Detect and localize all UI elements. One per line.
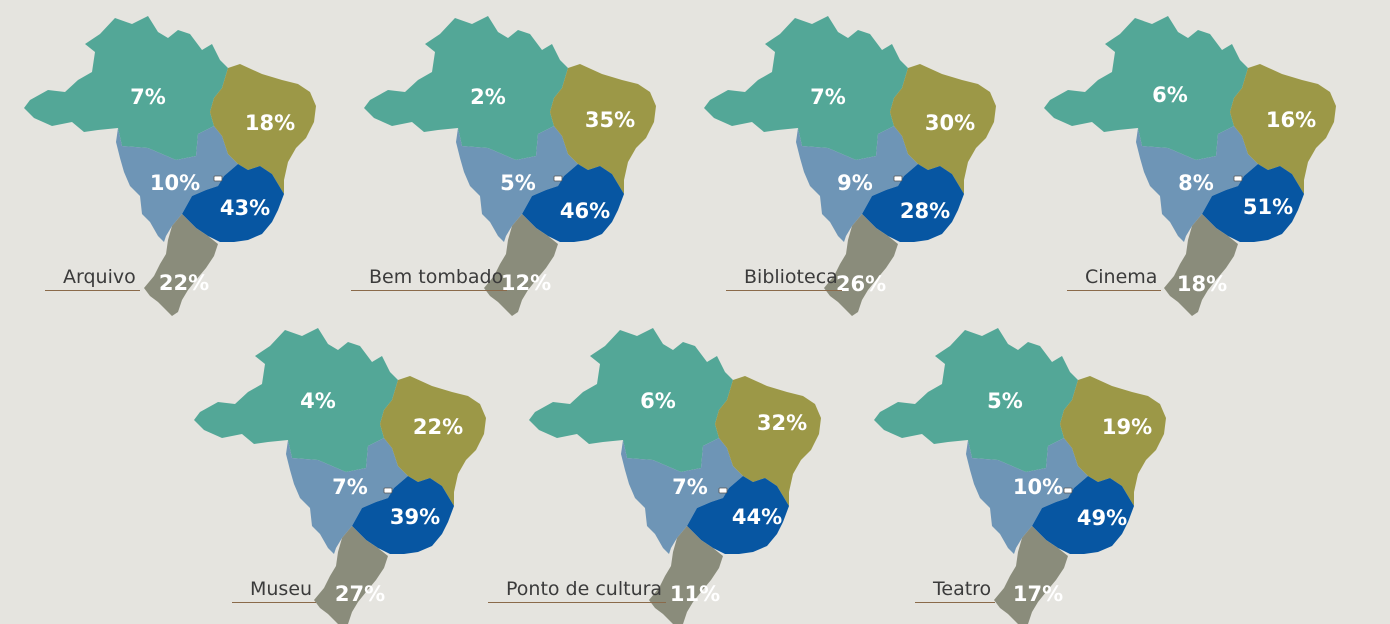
value-sudeste: 51%	[1243, 195, 1293, 219]
region-df	[893, 175, 903, 182]
value-centro-oeste: 8%	[1178, 171, 1214, 195]
map-panel-bem-tombado: 2% 35% 5% 46% 12% Bem tombado	[340, 0, 660, 316]
map-label: Cinema	[1085, 266, 1158, 288]
region-norte	[364, 16, 568, 160]
value-sudeste: 44%	[732, 505, 782, 529]
value-centro-oeste: 7%	[332, 475, 368, 499]
map-panel-ponto-de-cultura: 6% 32% 7% 44% 11% Ponto de cultura	[488, 312, 825, 624]
value-centro-oeste: 7%	[672, 475, 708, 499]
value-norte: 6%	[640, 389, 676, 413]
value-norte: 7%	[810, 85, 846, 109]
value-norte: 7%	[130, 85, 166, 109]
map-label: Teatro	[933, 578, 992, 600]
value-nordeste: 16%	[1266, 108, 1316, 132]
map-label: Biblioteca	[744, 266, 838, 288]
value-nordeste: 35%	[585, 108, 635, 132]
value-nordeste: 22%	[413, 415, 463, 439]
value-sul: 11%	[670, 582, 720, 606]
map-panel-biblioteca: 7% 30% 9% 28% 26% Biblioteca	[680, 0, 1000, 316]
region-norte	[194, 328, 398, 472]
region-norte	[704, 16, 908, 160]
value-sudeste: 49%	[1077, 506, 1127, 530]
brazil-map: 6% 16% 8% 51% 18%	[1044, 16, 1336, 316]
map-label-group: Cinema	[1067, 266, 1162, 291]
value-sudeste: 28%	[900, 199, 950, 223]
map-label-group: Museu	[232, 578, 317, 603]
map-label: Bem tombado	[369, 266, 504, 288]
value-sul: 26%	[836, 272, 886, 296]
map-label-group: Teatro	[915, 578, 996, 603]
label-underline	[45, 290, 140, 291]
value-sul: 17%	[1013, 582, 1063, 606]
label-underline	[488, 602, 667, 603]
map-label: Museu	[250, 578, 313, 600]
label-underline	[726, 290, 842, 291]
value-sul: 22%	[159, 271, 209, 295]
region-norte	[1044, 16, 1248, 160]
region-norte	[24, 16, 228, 160]
brazil-map: 6% 32% 7% 44% 11%	[529, 328, 821, 624]
map-label-group: Arquivo	[45, 266, 140, 291]
region-norte	[874, 328, 1078, 472]
region-df	[1233, 175, 1243, 182]
value-norte: 2%	[470, 85, 506, 109]
brazil-map: 2% 35% 5% 46% 12%	[364, 16, 656, 316]
region-norte	[529, 328, 733, 472]
brazil-map: 7% 18% 10% 43% 22%	[24, 16, 316, 316]
brazil-map: 5% 19% 10% 49% 17%	[874, 328, 1166, 624]
map-label: Arquivo	[63, 266, 136, 288]
value-nordeste: 30%	[925, 111, 975, 135]
brazil-map: 4% 22% 7% 39% 27%	[194, 328, 486, 624]
label-underline	[232, 602, 317, 603]
map-panel-museu: 4% 22% 7% 39% 27% Museu	[170, 312, 490, 624]
value-centro-oeste: 10%	[1013, 475, 1063, 499]
region-df	[1063, 487, 1073, 494]
value-centro-oeste: 9%	[837, 171, 873, 195]
value-centro-oeste: 10%	[150, 171, 200, 195]
value-centro-oeste: 5%	[500, 171, 536, 195]
map-label-group: Biblioteca	[726, 266, 842, 291]
label-underline	[351, 290, 508, 291]
value-sudeste: 46%	[560, 199, 610, 223]
value-nordeste: 32%	[757, 411, 807, 435]
region-df	[718, 487, 728, 494]
map-panel-cinema: 6% 16% 8% 51% 18% Cinema	[1020, 0, 1340, 316]
region-df	[213, 175, 223, 182]
value-sul: 12%	[501, 271, 551, 295]
region-df	[553, 175, 563, 182]
label-underline	[1067, 290, 1162, 291]
region-df	[383, 487, 393, 494]
map-panel-teatro: 5% 19% 10% 49% 17% Teatro	[850, 312, 1170, 624]
value-nordeste: 18%	[245, 111, 295, 135]
map-label-group: Bem tombado	[351, 266, 508, 291]
value-nordeste: 19%	[1102, 415, 1152, 439]
value-sudeste: 43%	[220, 196, 270, 220]
map-label-group: Ponto de cultura	[488, 578, 667, 603]
value-sudeste: 39%	[390, 505, 440, 529]
value-norte: 5%	[987, 389, 1023, 413]
map-panel-arquivo: 7% 18% 10% 43% 22% Arquivo	[0, 0, 320, 316]
value-norte: 6%	[1152, 83, 1188, 107]
value-sul: 18%	[1177, 272, 1227, 296]
brazil-map: 7% 30% 9% 28% 26%	[704, 16, 996, 316]
map-label: Ponto de cultura	[506, 578, 663, 600]
value-sul: 27%	[335, 582, 385, 606]
value-norte: 4%	[300, 389, 336, 413]
label-underline	[915, 602, 996, 603]
